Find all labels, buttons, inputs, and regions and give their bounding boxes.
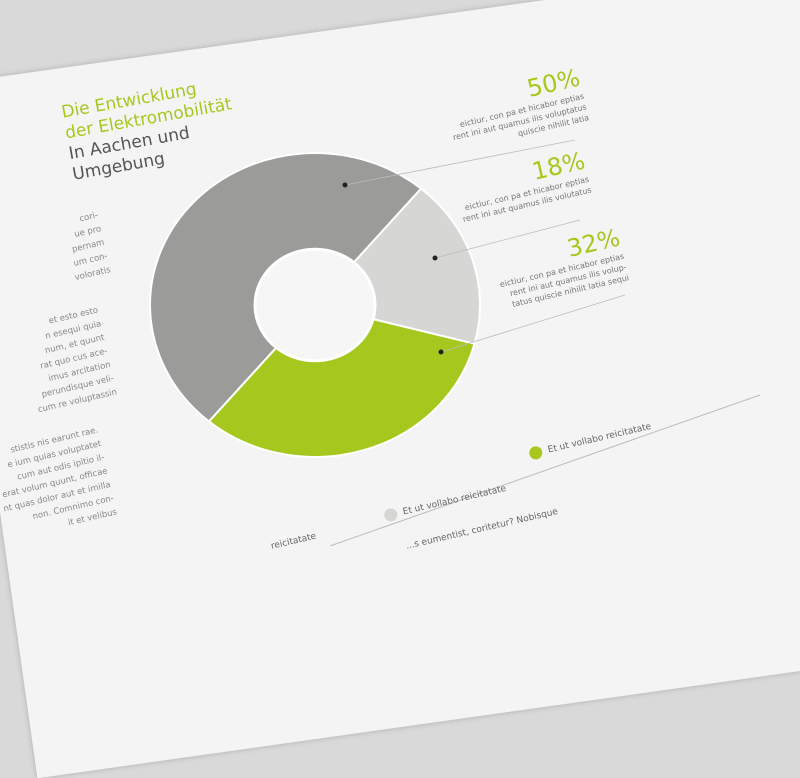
slice-marker	[438, 349, 444, 355]
donut-slice	[207, 303, 476, 458]
leader-line	[440, 294, 626, 353]
divider-line	[329, 394, 761, 546]
slice-marker	[432, 255, 438, 261]
donut-chart	[149, 139, 761, 546]
slice-marker	[342, 182, 348, 188]
donut-hole	[253, 247, 377, 363]
leader-line	[344, 139, 576, 186]
leader-line	[434, 219, 581, 259]
